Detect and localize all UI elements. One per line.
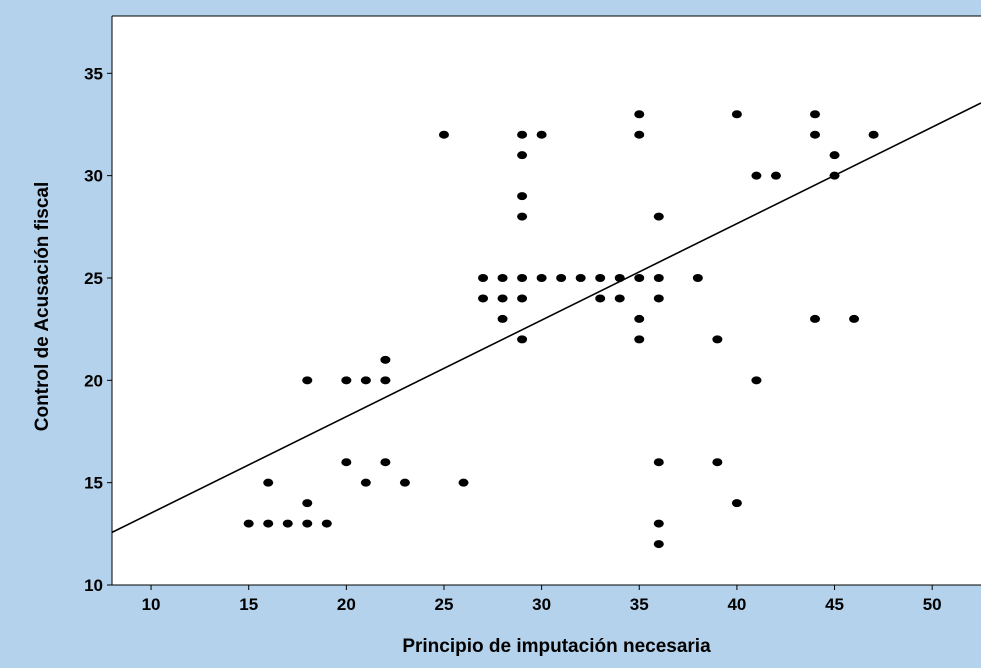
data-point-27 xyxy=(517,192,528,201)
y-tick-label-15: 15 xyxy=(84,474,103,493)
y-tick-label-25: 25 xyxy=(84,269,103,288)
data-point-6 xyxy=(302,376,313,385)
data-point-1 xyxy=(263,519,274,528)
data-point-45 xyxy=(653,458,664,467)
x-tick-label-30: 30 xyxy=(532,595,551,614)
data-point-35 xyxy=(595,273,606,282)
data-point-55 xyxy=(751,171,762,180)
data-point-57 xyxy=(810,314,821,323)
y-tick-label-35: 35 xyxy=(84,64,103,83)
data-point-30 xyxy=(536,273,547,282)
data-point-46 xyxy=(653,294,664,303)
data-point-51 xyxy=(712,335,723,344)
x-tick-label-10: 10 xyxy=(142,595,161,614)
data-point-60 xyxy=(829,171,840,180)
data-point-52 xyxy=(731,499,742,508)
data-point-15 xyxy=(399,478,410,487)
data-point-4 xyxy=(302,519,313,528)
data-point-20 xyxy=(497,314,508,323)
data-point-32 xyxy=(556,273,567,282)
data-point-36 xyxy=(614,294,625,303)
data-point-0 xyxy=(243,519,254,528)
data-point-5 xyxy=(302,499,313,508)
x-tick-label-25: 25 xyxy=(435,595,454,614)
data-point-8 xyxy=(341,458,352,467)
data-point-7 xyxy=(321,519,332,528)
data-point-37 xyxy=(614,273,625,282)
data-point-41 xyxy=(634,130,645,139)
data-point-59 xyxy=(810,110,821,119)
data-point-42 xyxy=(634,110,645,119)
x-tick-label-20: 20 xyxy=(337,595,356,614)
y-axis-title: Control de Acusación fiscal xyxy=(32,182,53,432)
x-tick-label-40: 40 xyxy=(727,595,746,614)
data-point-13 xyxy=(380,376,391,385)
data-point-12 xyxy=(380,458,391,467)
data-point-10 xyxy=(360,478,371,487)
data-point-48 xyxy=(653,212,664,221)
data-point-22 xyxy=(497,273,508,282)
data-point-56 xyxy=(770,171,781,180)
data-point-43 xyxy=(653,540,664,549)
plot-area xyxy=(112,16,981,585)
data-point-11 xyxy=(360,376,371,385)
data-point-21 xyxy=(497,294,508,303)
data-point-29 xyxy=(517,130,528,139)
data-point-33 xyxy=(575,273,586,282)
data-point-2 xyxy=(263,478,274,487)
data-point-17 xyxy=(458,478,469,487)
y-axis-ticks: 10 15 20 25 30 35 xyxy=(84,64,112,595)
data-point-44 xyxy=(653,519,664,528)
x-tick-label-15: 15 xyxy=(239,595,258,614)
data-point-25 xyxy=(517,273,528,282)
data-point-34 xyxy=(595,294,606,303)
data-point-53 xyxy=(731,110,742,119)
y-tick-label-20: 20 xyxy=(84,371,103,390)
data-point-54 xyxy=(751,376,762,385)
y-tick-label-30: 30 xyxy=(84,167,103,186)
points-layer xyxy=(243,110,879,549)
data-point-39 xyxy=(634,314,645,323)
data-point-14 xyxy=(380,355,391,364)
x-tick-label-45: 45 xyxy=(825,595,844,614)
x-tick-label-50: 50 xyxy=(923,595,942,614)
x-tick-label-35: 35 xyxy=(630,595,649,614)
data-point-3 xyxy=(282,519,293,528)
data-point-61 xyxy=(829,151,840,160)
data-point-47 xyxy=(653,273,664,282)
data-point-38 xyxy=(634,335,645,344)
data-point-63 xyxy=(868,130,879,139)
x-axis-title: Principio de imputación necesaria xyxy=(402,636,711,657)
y-tick-label-10: 10 xyxy=(84,576,103,595)
data-point-9 xyxy=(341,376,352,385)
data-point-58 xyxy=(810,130,821,139)
data-point-49 xyxy=(692,273,703,282)
data-point-26 xyxy=(517,212,528,221)
data-point-16 xyxy=(438,130,449,139)
data-point-31 xyxy=(536,130,547,139)
data-point-50 xyxy=(712,458,723,467)
data-point-28 xyxy=(517,151,528,160)
data-point-23 xyxy=(517,335,528,344)
x-axis-ticks: 10 15 20 25 30 35 40 45 50 xyxy=(142,585,942,614)
data-point-19 xyxy=(478,273,489,282)
data-point-40 xyxy=(634,273,645,282)
data-point-18 xyxy=(478,294,489,303)
data-point-62 xyxy=(849,314,860,323)
data-point-24 xyxy=(517,294,528,303)
